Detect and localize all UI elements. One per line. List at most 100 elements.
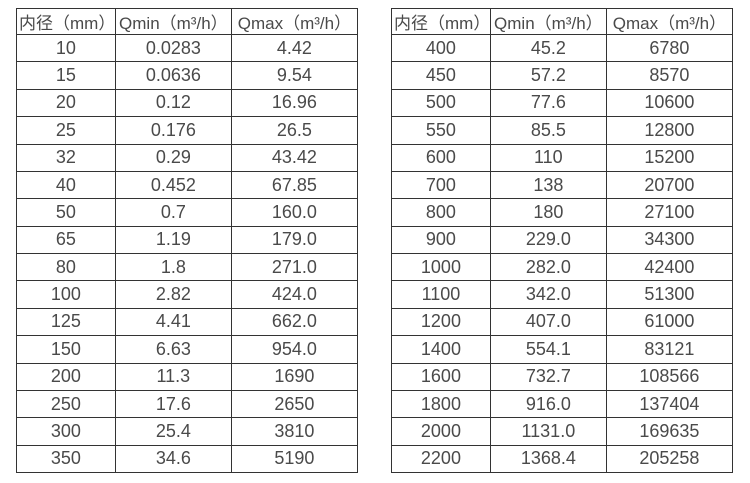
table-row: 150 6.63 954.0 <box>16 335 359 364</box>
table-row: 125 4.41 662.0 <box>16 307 359 337</box>
table-row: 1800 916.0 137404 <box>391 389 734 419</box>
table-cell: 80 <box>16 252 116 282</box>
table-cell: 600 <box>391 143 491 172</box>
table-cell: 342.0 <box>489 280 607 309</box>
table-row: 65 1.19 179.0 <box>16 225 359 255</box>
table-cell: 20 <box>16 88 116 118</box>
column-header-diameter: 内径（mm） <box>16 8 116 35</box>
table-cell: 83121 <box>605 335 734 364</box>
table-cell: 282.0 <box>489 252 607 282</box>
column-header-qmax: Qmax（m³/h） <box>230 8 359 35</box>
table-cell: 8570 <box>605 61 734 90</box>
table-cell: 137404 <box>605 389 734 419</box>
table-row: 350 34.6 5190 <box>16 444 359 474</box>
table-cell: 700 <box>391 170 491 200</box>
table-cell: 32 <box>16 143 116 172</box>
table-cell: 1368.4 <box>489 444 607 474</box>
table-cell: 61000 <box>605 307 734 337</box>
table-row: 250 17.6 2650 <box>16 389 359 419</box>
table-row: 600 110 15200 <box>391 143 734 172</box>
table-cell: 125 <box>16 307 116 337</box>
table-cell: 160.0 <box>230 198 359 227</box>
table-row: 1600 732.7 108566 <box>391 362 734 391</box>
table-cell: 1131.0 <box>489 417 607 446</box>
table-cell: 34300 <box>605 225 734 255</box>
table-cell: 65 <box>16 225 116 255</box>
table-cell: 1000 <box>391 252 491 282</box>
table-row: 900 229.0 34300 <box>391 225 734 255</box>
table-cell: 15200 <box>605 143 734 172</box>
table-row: 1400 554.1 83121 <box>391 335 734 364</box>
table-row: 500 77.6 10600 <box>391 88 734 118</box>
table-cell: 1600 <box>391 362 491 391</box>
table-row: 32 0.29 43.42 <box>16 143 359 172</box>
table-cell: 51300 <box>605 280 734 309</box>
column-header-qmin: Qmin（m³/h） <box>114 8 232 35</box>
table-cell: 42400 <box>605 252 734 282</box>
table-row: 200 11.3 1690 <box>16 362 359 391</box>
table-cell: 180 <box>489 198 607 227</box>
table-row: 80 1.8 271.0 <box>16 252 359 282</box>
table-cell: 407.0 <box>489 307 607 337</box>
table-cell: 0.0283 <box>114 33 232 63</box>
table-cell: 1.19 <box>114 225 232 255</box>
table-row: 800 180 27100 <box>391 198 734 227</box>
table-cell: 800 <box>391 198 491 227</box>
table-row: 2000 1131.0 169635 <box>391 417 734 446</box>
table-cell: 27100 <box>605 198 734 227</box>
table-cell: 43.42 <box>230 143 359 172</box>
table-cell: 732.7 <box>489 362 607 391</box>
table-row: 550 85.5 12800 <box>391 116 734 145</box>
table-cell: 4.42 <box>230 33 359 63</box>
table-header-row: 内径（mm） Qmin（m³/h） Qmax（m³/h） <box>391 8 734 35</box>
table-cell: 0.176 <box>114 116 232 145</box>
table-cell: 17.6 <box>114 389 232 419</box>
table-cell: 229.0 <box>489 225 607 255</box>
table-cell: 500 <box>391 88 491 118</box>
table-cell: 250 <box>16 389 116 419</box>
table-row: 2200 1368.4 205258 <box>391 444 734 474</box>
table-cell: 12800 <box>605 116 734 145</box>
table-cell: 424.0 <box>230 280 359 309</box>
flow-spec-table-large-diameters: 内径（mm） Qmin（m³/h） Qmax（m³/h） 400 45.2 6780… <box>391 8 734 474</box>
table-body: 10 0.0283 4.42 15 0.0636 9.54 20 0.12 16.96 25 0.1… <box>16 33 359 474</box>
column-header-qmax: Qmax（m³/h） <box>605 8 734 35</box>
table-cell: 200 <box>16 362 116 391</box>
table-cell: 205258 <box>605 444 734 474</box>
table-cell: 5190 <box>230 444 359 474</box>
table-row: 50 0.7 160.0 <box>16 198 359 227</box>
table-cell: 554.1 <box>489 335 607 364</box>
table-cell: 0.452 <box>114 170 232 200</box>
table-row: 25 0.176 26.5 <box>16 116 359 145</box>
table-cell: 4.41 <box>114 307 232 337</box>
table-body: 400 45.2 6780 450 57.2 8570 500 77.6 10600 550 85.… <box>391 33 734 474</box>
table-cell: 1.8 <box>114 252 232 282</box>
table-cell: 2000 <box>391 417 491 446</box>
table-cell: 57.2 <box>489 61 607 90</box>
table-cell: 916.0 <box>489 389 607 419</box>
table-row: 100 2.82 424.0 <box>16 280 359 309</box>
table-row: 1200 407.0 61000 <box>391 307 734 337</box>
table-cell: 900 <box>391 225 491 255</box>
table-cell: 138 <box>489 170 607 200</box>
table-cell: 954.0 <box>230 335 359 364</box>
table-cell: 2200 <box>391 444 491 474</box>
table-row: 700 138 20700 <box>391 170 734 200</box>
table-cell: 26.5 <box>230 116 359 145</box>
table-cell: 271.0 <box>230 252 359 282</box>
table-cell: 1690 <box>230 362 359 391</box>
table-cell: 550 <box>391 116 491 145</box>
table-row: 40 0.452 67.85 <box>16 170 359 200</box>
table-cell: 77.6 <box>489 88 607 118</box>
column-header-diameter: 内径（mm） <box>391 8 491 35</box>
table-cell: 11.3 <box>114 362 232 391</box>
table-cell: 179.0 <box>230 225 359 255</box>
table-cell: 6780 <box>605 33 734 63</box>
table-cell: 10600 <box>605 88 734 118</box>
table-cell: 16.96 <box>230 88 359 118</box>
table-cell: 108566 <box>605 362 734 391</box>
table-cell: 3810 <box>230 417 359 446</box>
table-cell: 10 <box>16 33 116 63</box>
table-header-row: 内径（mm） Qmin（m³/h） Qmax（m³/h） <box>16 8 359 35</box>
table-cell: 169635 <box>605 417 734 446</box>
